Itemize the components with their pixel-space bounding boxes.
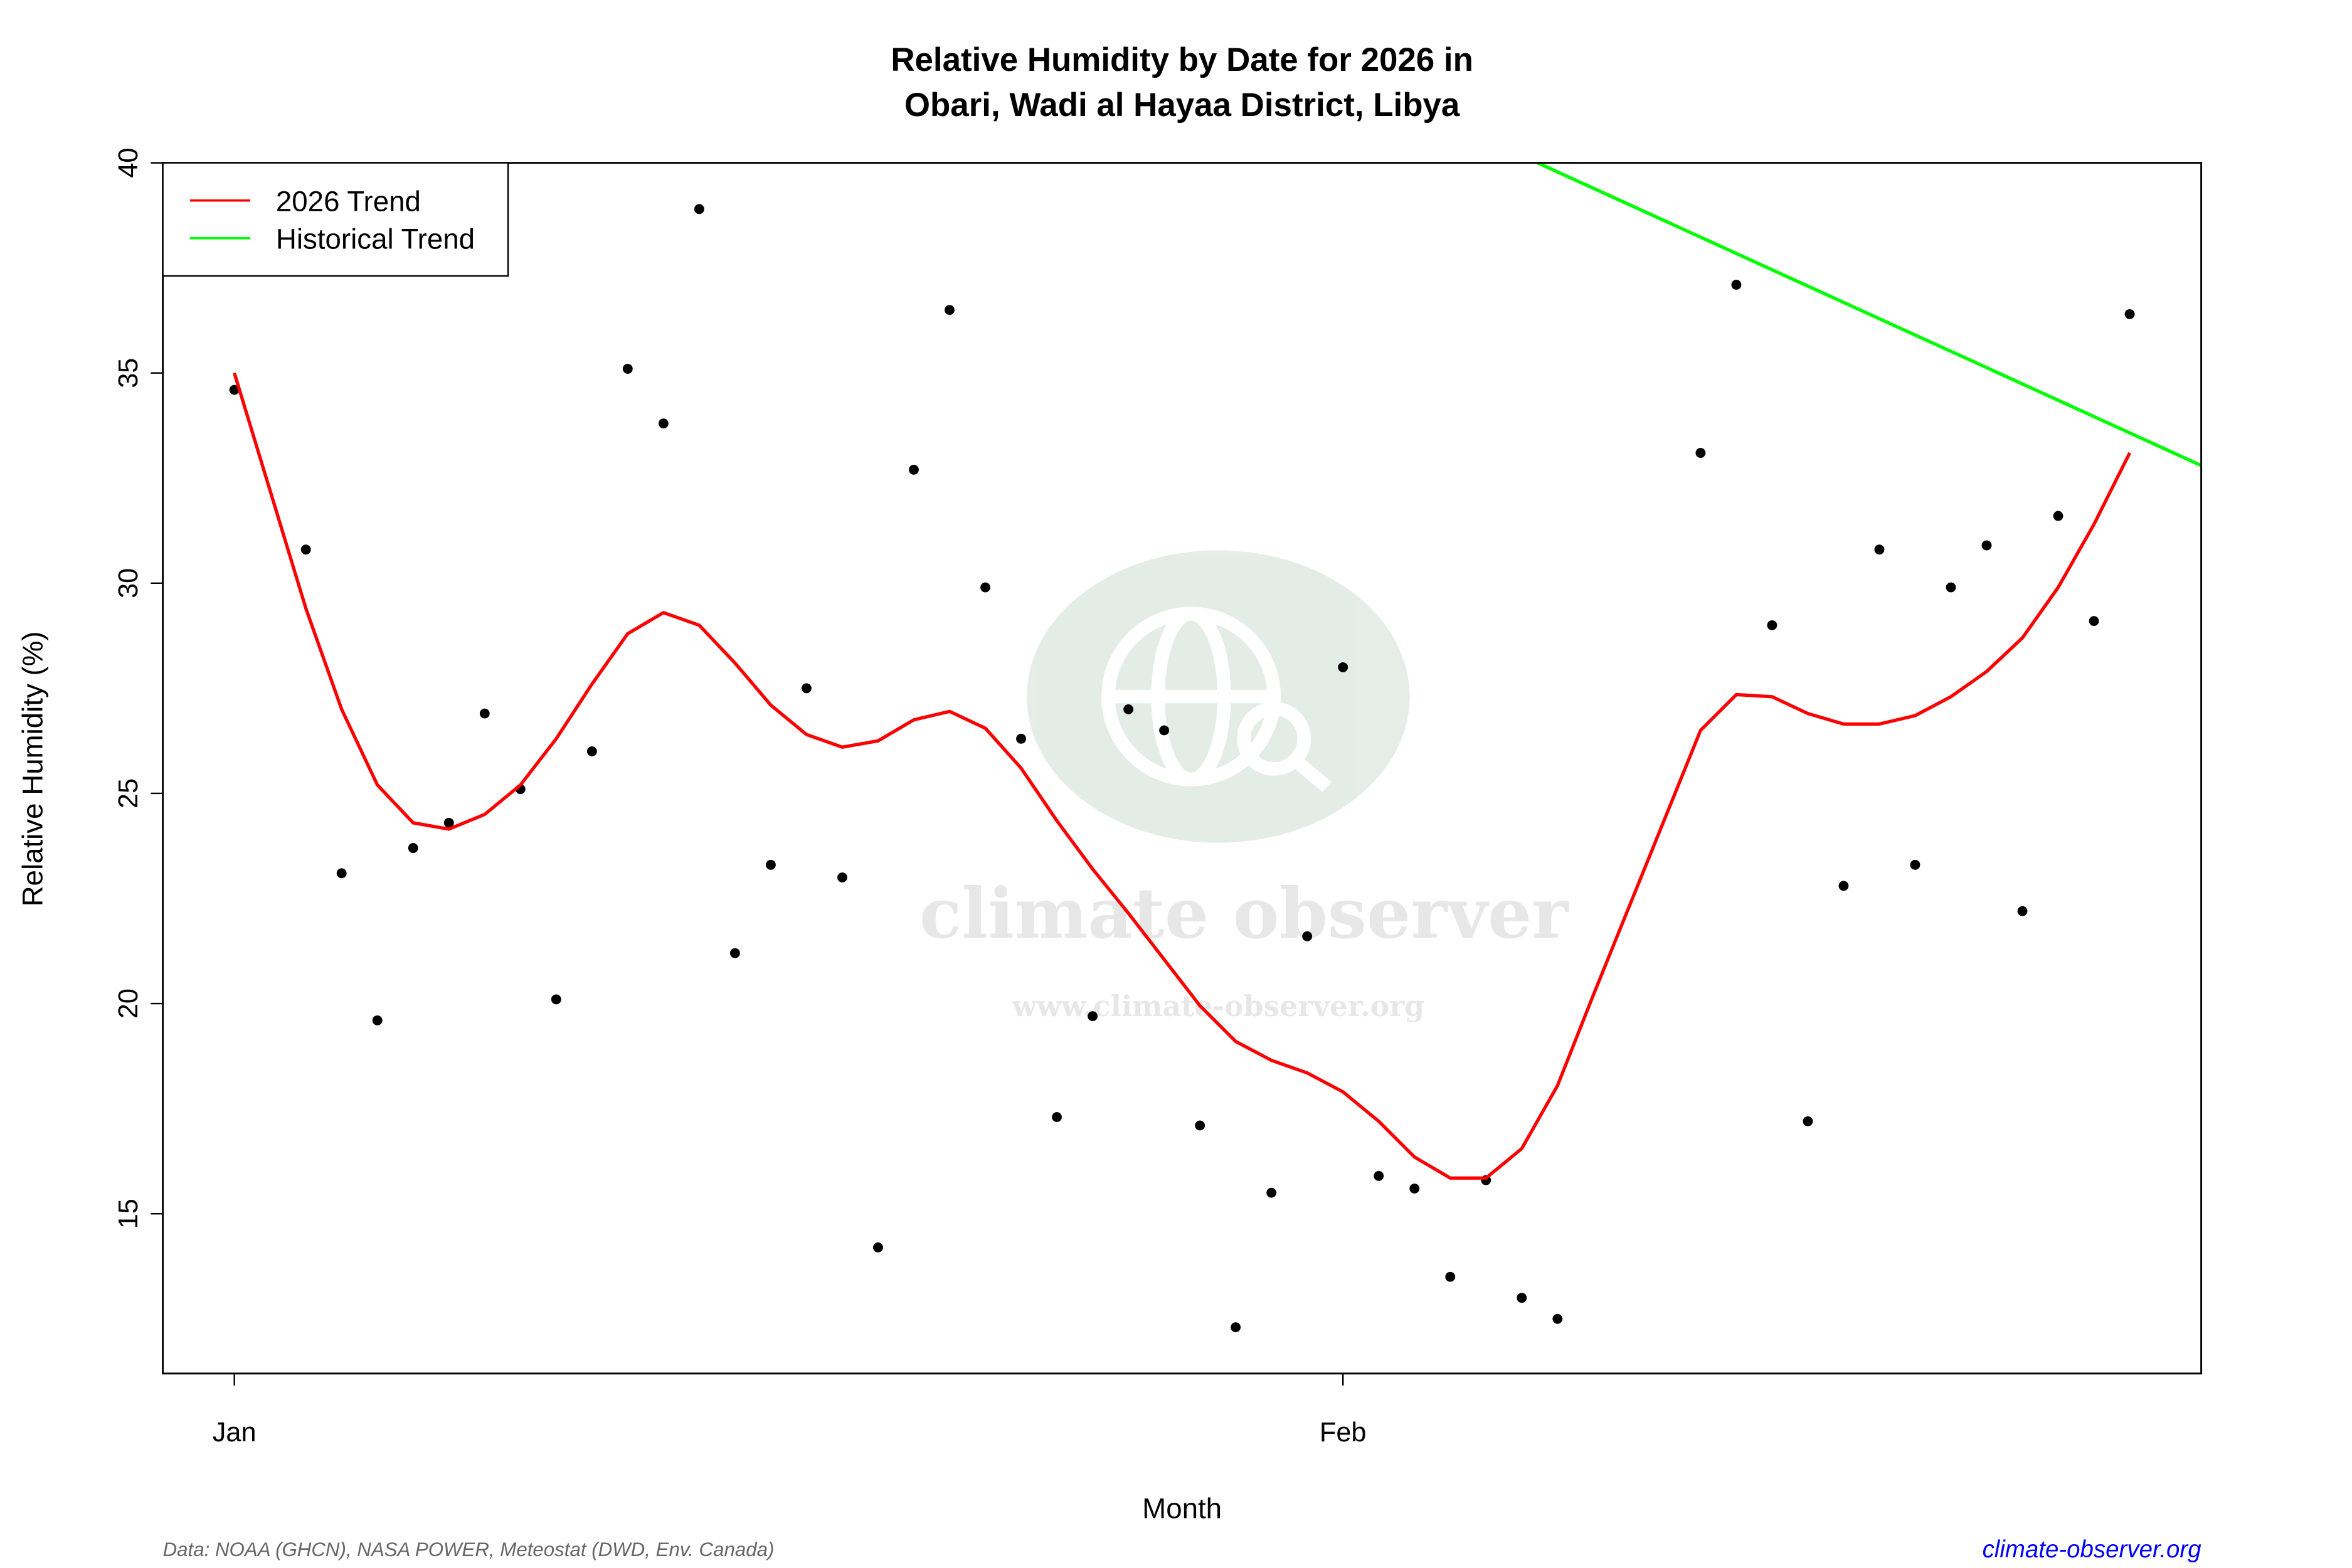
x-axis-label: Month [1142, 1493, 1222, 1525]
x-tick-label: Jan [213, 1417, 257, 1448]
data-point [1695, 448, 1706, 458]
data-point [729, 948, 740, 958]
legend-label-historical-trend: Historical Trend [276, 223, 475, 255]
chart-title-line2: Obari, Wadi al Hayaa District, Libya [904, 87, 1460, 124]
y-tick-label: 15 [114, 1199, 144, 1229]
data-point [479, 708, 490, 719]
data-point [801, 683, 812, 694]
y-tick-label: 25 [114, 778, 144, 808]
plot-area [229, 162, 2201, 1333]
data-point [336, 868, 347, 879]
historical-trend-line [1534, 162, 2201, 467]
plot-border [162, 162, 2203, 1375]
data-point [586, 746, 597, 756]
data-point [408, 843, 418, 854]
legend-label-2026-trend: 2026 Trend [276, 186, 421, 218]
watermark-url: www.climate-observer.org [1011, 989, 1424, 1023]
data-point [1338, 662, 1348, 672]
watermark-name: climate observer [919, 873, 1569, 955]
data-point [980, 582, 990, 593]
data-point [1374, 1170, 1384, 1181]
site-link[interactable]: climate-observer.org [1983, 1536, 2202, 1563]
data-point [1981, 540, 1992, 551]
y-tick-label: 40 [114, 148, 144, 178]
data-point [1266, 1187, 1277, 1198]
data-point [1874, 544, 1885, 555]
data-point [694, 204, 704, 215]
data-point [1552, 1313, 1563, 1324]
data-source-note: Data: NOAA (GHCN), NASA POWER, Meteostat… [163, 1539, 775, 1560]
data-point [1838, 881, 1849, 891]
data-point [1803, 1116, 1813, 1126]
data-point [1517, 1293, 1527, 1303]
watermark: climate observer www.climate-observer.or… [919, 550, 1569, 1023]
data-point [1302, 931, 1313, 941]
data-point [1195, 1120, 1205, 1131]
data-point [2053, 511, 2063, 521]
data-point [2124, 309, 2135, 319]
data-point [443, 817, 454, 828]
data-point [1159, 725, 1170, 736]
data-point [622, 364, 633, 374]
y-tick-label: 30 [114, 568, 144, 598]
data-point [372, 1015, 383, 1025]
data-point [1231, 1322, 1241, 1333]
data-point [1016, 733, 1026, 744]
data-point [2017, 906, 2028, 916]
data-point [1123, 704, 1134, 714]
data-point [1946, 582, 1956, 593]
data-point [1088, 1011, 1098, 1022]
data-point [765, 859, 776, 870]
data-point [2089, 616, 2099, 627]
trend-line-2026 [233, 372, 2131, 1180]
data-point [1052, 1112, 1062, 1122]
data-point [1767, 620, 1777, 630]
chart-title-line1: Relative Humidity by Date for 2026 in [891, 41, 1473, 78]
data-point [873, 1242, 883, 1253]
data-point [909, 464, 919, 475]
y-tick-label: 35 [114, 358, 144, 388]
data-point [1445, 1271, 1456, 1282]
data-point [229, 384, 240, 395]
x-tick-label: Feb [1320, 1417, 1367, 1448]
y-axis-label: Relative Humidity (%) [16, 632, 48, 907]
data-point [658, 418, 669, 429]
data-point [300, 544, 311, 555]
data-point [945, 305, 955, 315]
data-point [1409, 1184, 1420, 1194]
legend: 2026 Trend Historical Trend [162, 162, 509, 277]
data-point [837, 872, 847, 882]
legend-box [162, 162, 509, 277]
y-tick-label: 20 [114, 988, 144, 1019]
data-point [1731, 280, 1742, 290]
data-point [551, 994, 561, 1005]
data-point [1910, 859, 1920, 870]
